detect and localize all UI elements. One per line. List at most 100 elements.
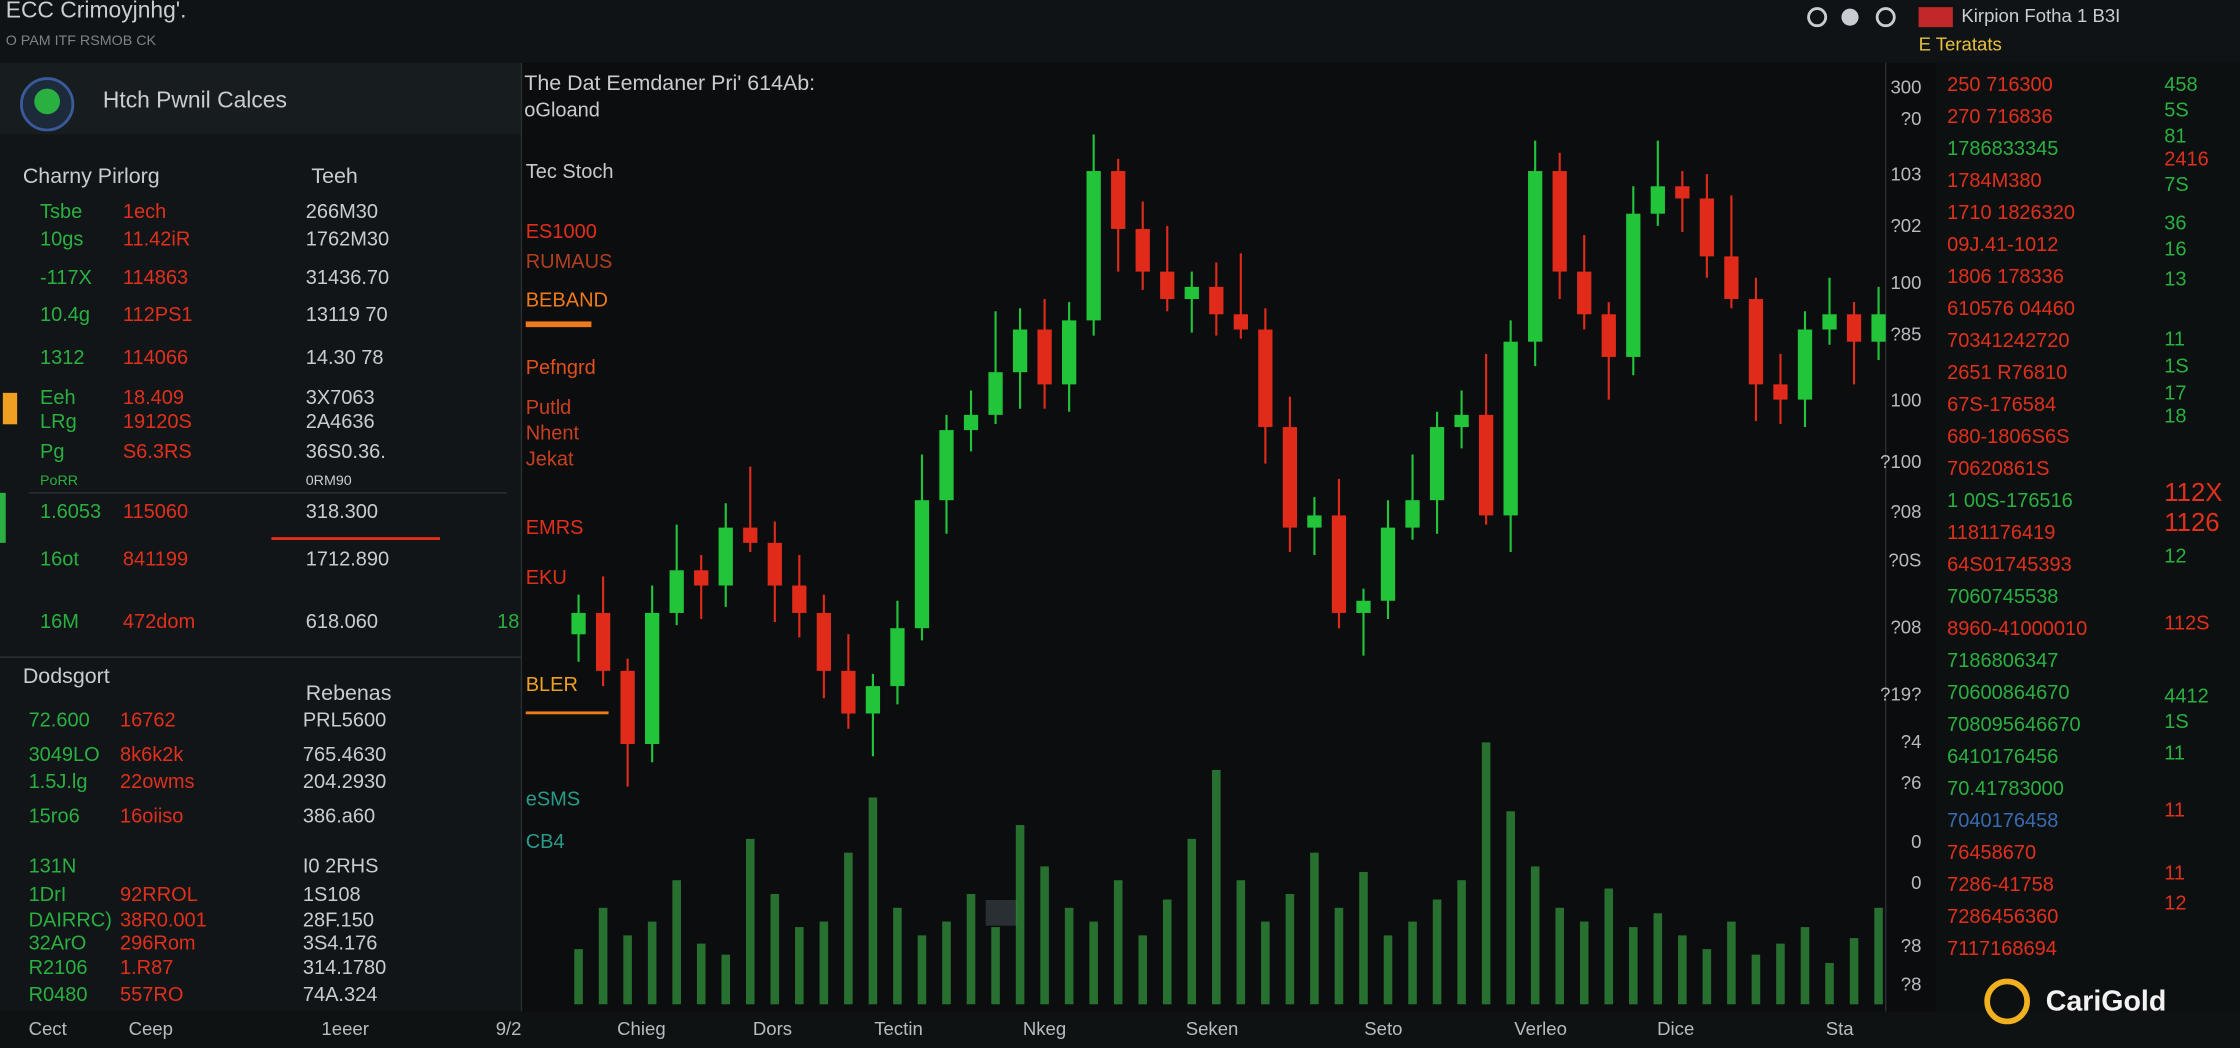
candle-body	[939, 430, 954, 501]
x-axis-label: Tectin	[874, 1018, 923, 1039]
cell: 131N	[29, 855, 77, 877]
cell: 8k6k2k	[120, 744, 184, 766]
order-book-entry: 610576 04460	[1947, 298, 2075, 320]
settings-icon[interactable]	[1807, 7, 1828, 28]
cell: 115060	[123, 501, 188, 523]
candle-body	[1528, 171, 1543, 342]
cell: 14.30 78	[306, 347, 384, 369]
cell: 0RM90	[306, 473, 352, 489]
chart-annotation: Putld	[526, 397, 572, 419]
cell: R2106	[29, 957, 88, 979]
cell: Tsbe	[40, 201, 82, 223]
chart-tool[interactable]	[985, 900, 1018, 926]
candle-body	[1773, 384, 1788, 400]
order-book-entry: 1786833345	[1947, 138, 2058, 160]
cell: 618.060	[306, 611, 378, 633]
cell: 266M30	[306, 201, 378, 223]
column-header: Dodsgort	[23, 664, 110, 688]
y-axis-label: ?8	[1901, 974, 1922, 995]
tab[interactable]: E Teratats	[1919, 34, 2002, 55]
volume-bar	[1506, 811, 1515, 1005]
ticker: Kirpion Fotha 1 B3I	[1961, 5, 2120, 26]
order-book-entry: 680-1806S6S	[1947, 426, 2069, 448]
candle-body	[816, 612, 831, 671]
cell: 1ech	[123, 201, 166, 223]
order-book-entry: 16	[2164, 238, 2186, 260]
chart-annotation: Pefngrd	[526, 357, 596, 379]
cell: 112PS1	[123, 304, 193, 326]
candle-body	[1748, 299, 1764, 385]
candle-body	[1675, 186, 1690, 199]
volume-bar	[819, 921, 829, 1005]
candle-body	[1037, 329, 1052, 385]
volume-bar	[991, 927, 1000, 1005]
order-book-entry: 1181176419	[1947, 522, 2055, 544]
column-header: Teeh	[311, 164, 357, 188]
y-axis-label: ?0S	[1888, 549, 1921, 570]
cell: 1.5J.lg	[29, 771, 88, 793]
volume-bar	[745, 838, 755, 1005]
order-book-entry: 708095646670	[1947, 714, 2080, 736]
order-book-entry: 17	[2164, 383, 2186, 405]
volume-bar	[966, 894, 976, 1005]
order-book-entry: 1S	[2164, 355, 2188, 377]
candle-body	[1135, 228, 1150, 272]
y-axis-label: ?08	[1890, 616, 1921, 637]
volume-bar	[1015, 825, 1025, 1005]
x-axis-label: Seto	[1364, 1018, 1402, 1039]
candle-body	[743, 527, 758, 543]
cell: 841199	[123, 548, 188, 570]
order-book-entry: 7117168694	[1947, 938, 2057, 960]
cell: 114066	[123, 347, 188, 369]
order-book-entry: 11	[2164, 863, 2185, 885]
candle-body	[1061, 320, 1077, 385]
y-axis-label: ?85	[1890, 324, 1921, 345]
y-axis-label: ?6	[1901, 772, 1922, 793]
cell: 3049LO	[29, 744, 100, 766]
order-book-entry: 36	[2164, 213, 2186, 235]
cell: 11.42iR	[123, 228, 190, 250]
volume-bar	[1040, 866, 1049, 1005]
cell: 1712.890	[306, 548, 389, 570]
order-book-entry: 12	[2164, 893, 2186, 915]
candle-body	[1650, 186, 1665, 214]
candle-body	[1699, 198, 1715, 257]
order-book-entry: 70.41783000	[1947, 778, 2064, 800]
x-axis-label: Ceep	[129, 1018, 173, 1039]
candle-body	[694, 570, 709, 586]
cell: 1312	[40, 347, 85, 369]
theme-icon[interactable]	[1841, 8, 1859, 26]
cell: 2A4636	[306, 411, 375, 433]
brand-icon	[1984, 978, 2030, 1025]
y-axis-label: ?8	[1901, 935, 1922, 956]
x-axis-label: Dice	[1657, 1018, 1694, 1039]
order-book-entry: 112X	[2164, 479, 2222, 507]
chart-subtitle: oGloand	[524, 100, 600, 122]
side-note: 18	[497, 611, 519, 633]
y-axis-label: ?19?	[1880, 684, 1921, 705]
candle-body	[1012, 329, 1028, 373]
cell: 296Rom	[120, 933, 196, 955]
x-axis-label: Dors	[753, 1018, 792, 1039]
indicator-bar	[525, 321, 592, 328]
candle-body	[645, 612, 660, 744]
candle-body	[1331, 515, 1347, 613]
cell: 1.R87	[120, 957, 173, 979]
volume-bar	[1408, 921, 1417, 1005]
volume-bar	[1481, 742, 1491, 1005]
candle-body	[1405, 500, 1420, 528]
cell: Pg	[40, 441, 64, 463]
volume-bar	[1849, 938, 1859, 1005]
cell: 16oiiso	[120, 805, 183, 827]
order-book-entry: 70341242720	[1947, 330, 2069, 352]
x-axis-label: Seken	[1186, 1018, 1239, 1039]
order-book-entry: 8960-41000010	[1947, 618, 2087, 640]
order-book-entry: 4412	[2164, 685, 2209, 707]
cell: 19120S	[123, 411, 192, 433]
candle-body	[988, 372, 1003, 415]
alert-icon[interactable]	[1875, 7, 1896, 28]
order-book-entry: 458	[2164, 74, 2197, 96]
cell: 15ro6	[29, 805, 80, 827]
volume-bar	[1653, 913, 1663, 1005]
volume-bar	[696, 943, 706, 1005]
